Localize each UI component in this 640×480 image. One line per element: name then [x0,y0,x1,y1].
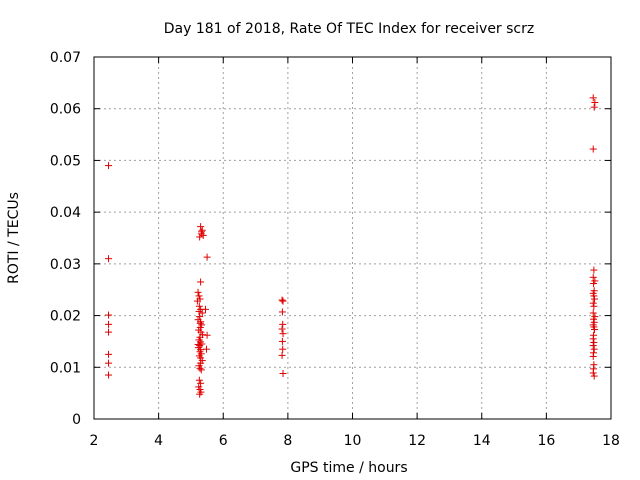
data-point [278,351,286,359]
data-point [196,319,204,327]
x-tick-label: 16 [537,433,555,449]
y-tick-label: 0.06 [50,102,81,118]
x-tick-labels: 2 4 6 8 10 12 14 16 18 [90,433,620,449]
data-point [590,266,598,274]
y-tick-label: 0.03 [50,257,81,273]
data-point [589,299,597,307]
data-point [105,255,113,263]
x-tick-label: 8 [283,433,292,449]
data-point [590,372,598,380]
data-point [590,103,598,111]
data-point [590,338,598,346]
data-point [589,342,597,350]
data-point [105,359,113,367]
y-tick-label: 0.02 [50,309,81,325]
data-point [195,376,203,384]
data-point [590,302,598,310]
y-tick-label: 0.07 [50,50,81,66]
data-point [193,297,201,305]
data-point [198,309,206,317]
y-axis-label: ROTI / TECUs [6,192,22,284]
plot-frame [93,56,612,420]
data-point [591,99,599,107]
data-point [279,345,287,353]
data-point [105,162,113,170]
data-point [279,369,287,377]
data-point [589,309,597,317]
data-point [279,297,287,305]
x-tick-label: 18 [602,433,620,449]
data-point [105,311,113,319]
x-tick-label: 14 [473,433,491,449]
data-point [590,345,598,353]
data-point [278,337,286,345]
data-point [197,278,205,286]
data-point [203,253,211,261]
data-point [105,371,113,379]
data-point [197,366,205,374]
data-point [194,288,202,296]
data-point [105,320,113,328]
data-point [194,341,202,349]
data-point [105,350,113,358]
x-tick-label: 10 [344,433,362,449]
data-points [105,94,599,398]
x-axis-label: GPS time / hours [290,460,407,476]
data-point [198,228,206,236]
data-point [202,345,210,353]
data-point [278,296,286,304]
data-point [591,295,599,303]
data-point [279,320,287,328]
data-point [203,331,211,339]
data-point [196,233,204,241]
data-point [589,145,597,153]
data-point [589,352,597,360]
data-point [278,308,286,316]
data-point [197,223,205,231]
data-point [195,292,203,300]
y-tick-label: 0.05 [50,153,81,169]
data-point [589,335,597,343]
y-tick-label: 0 [72,412,81,428]
data-point [196,313,204,321]
grid-lines [94,57,611,419]
data-point [196,390,204,398]
data-point [195,307,203,315]
data-point [589,369,597,377]
data-point [589,273,597,281]
y-tick-label: 0.04 [50,205,81,221]
data-point [590,292,598,300]
data-point [105,328,113,336]
chart-title: Day 181 of 2018, Rate Of TEC Index for r… [164,21,534,37]
x-tick-label: 12 [408,433,426,449]
data-point [198,226,206,234]
data-point [278,325,286,333]
data-point [199,231,207,239]
y-tick-labels: 0 0.01 0.02 0.03 0.04 0.05 0.06 0.07 [50,50,81,428]
x-tick-label: 6 [219,433,228,449]
y-tick-label: 0.01 [50,360,81,376]
x-tick-label: 2 [90,433,99,449]
x-tick-label: 4 [154,433,163,449]
data-point [279,330,287,338]
data-point [197,379,205,387]
data-point [590,280,598,288]
data-point [591,326,599,334]
data-point [589,94,597,102]
data-point [196,364,204,372]
